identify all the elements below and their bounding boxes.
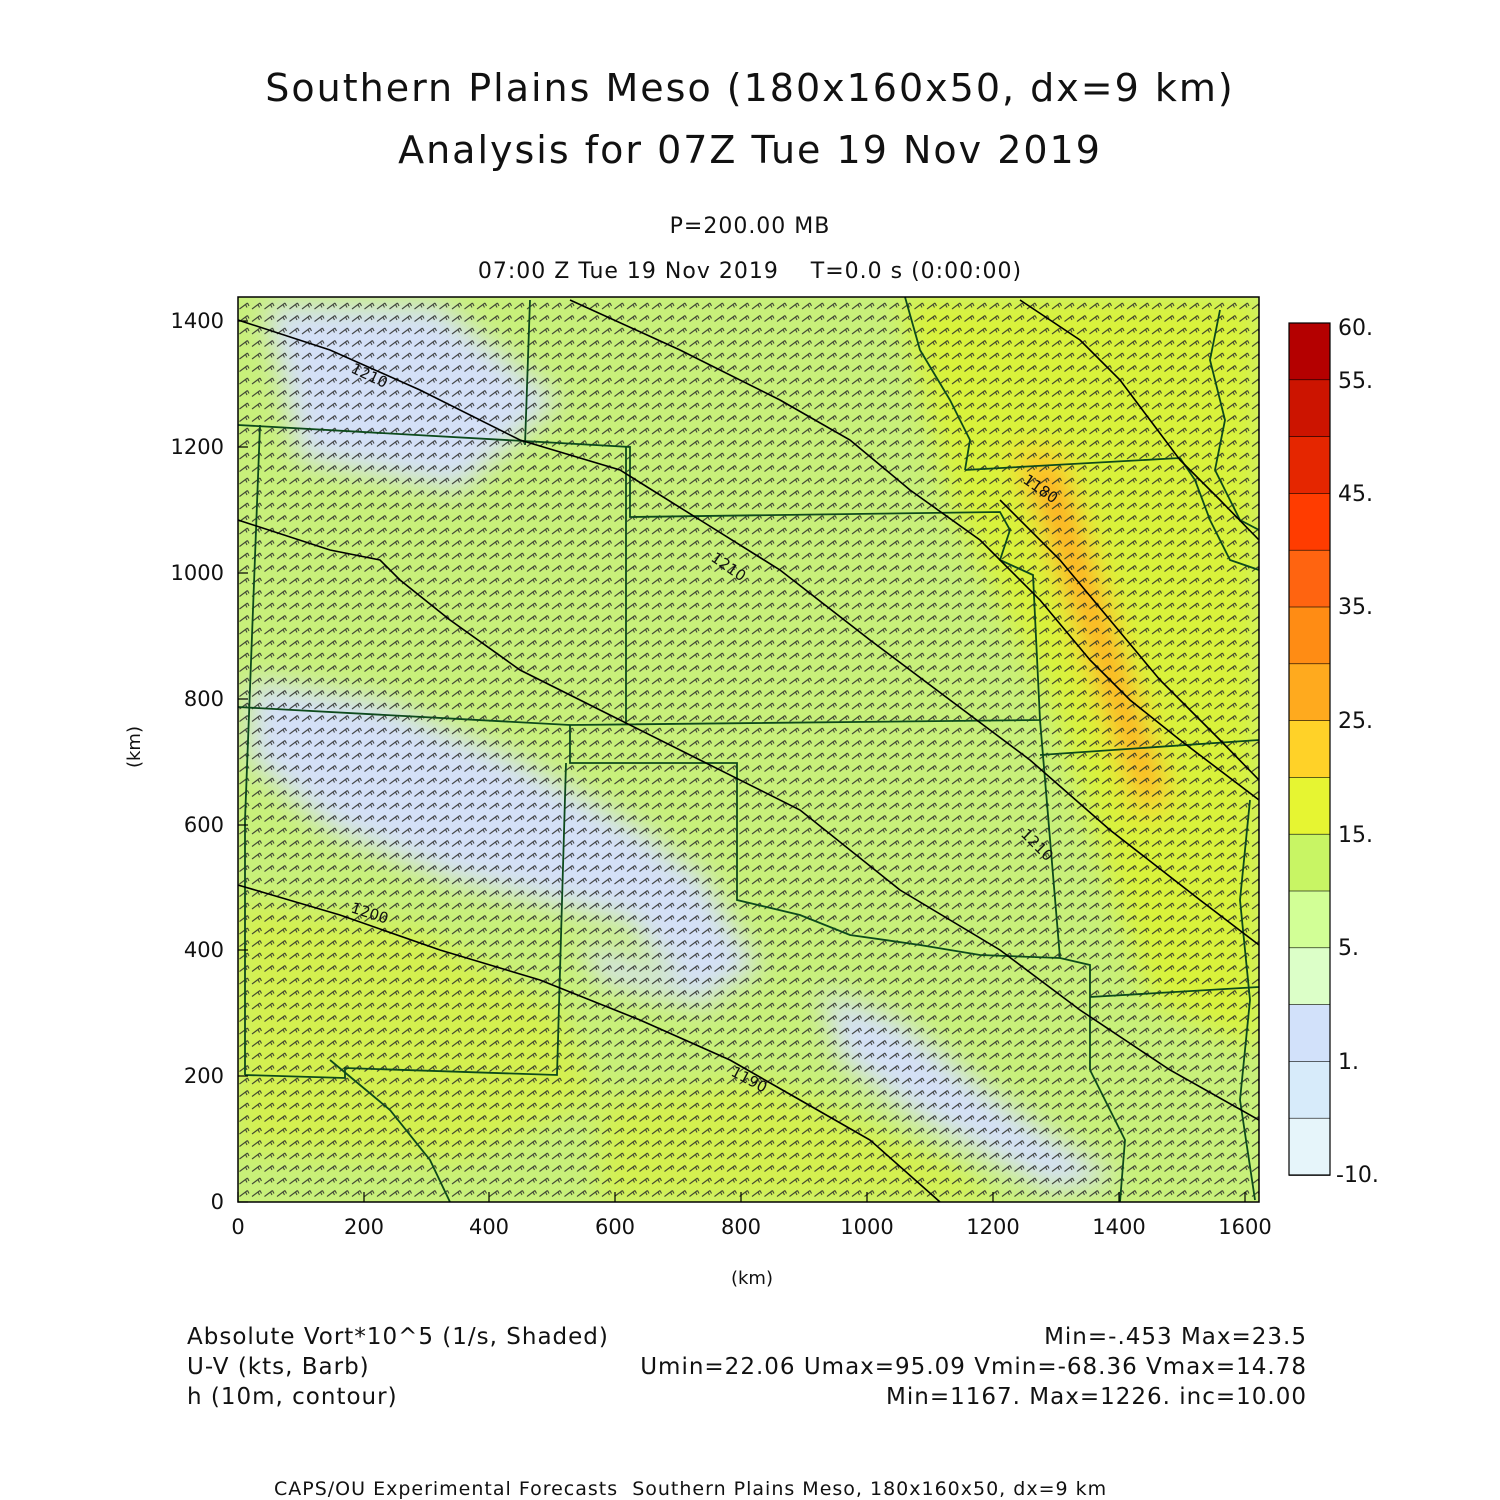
x-tick-label: 400 [469, 1215, 509, 1239]
contour-1190 [238, 884, 941, 1202]
pressure-level: P=200.00 MB [669, 214, 831, 239]
x-tick-label: 1000 [840, 1215, 893, 1239]
y-tick-label: 1400 [171, 309, 224, 333]
colorbar [1288, 322, 1331, 1176]
colorbar-label: 1. [1338, 1050, 1359, 1075]
state-boundaries [238, 297, 1259, 1202]
colorbar-cell [1288, 322, 1331, 381]
colorbar-cell [1288, 436, 1331, 495]
colorbar-cell [1288, 1004, 1331, 1063]
colorbar-label: 45. [1338, 482, 1373, 507]
y-tick-label: 600 [184, 813, 224, 837]
colorbar-cell [1288, 663, 1331, 722]
iowa-missouri-border [964, 457, 1259, 571]
colorbar-cell [1288, 947, 1331, 1006]
colorbar-label: -10. [1336, 1163, 1379, 1188]
missouri-river [904, 297, 971, 471]
contour-1170-a [1019, 299, 1259, 541]
axis-ticks [237, 320, 1246, 1203]
y-tick-label: 1200 [171, 435, 224, 459]
colorbar-label: 60. [1338, 316, 1373, 341]
rio-grande [329, 1059, 451, 1202]
y-tick-labels: 0 200 400 600 800 1000 1200 1400 [171, 309, 224, 1214]
contour-1200 [238, 519, 1259, 1121]
colorbar-label: 5. [1338, 936, 1359, 961]
colorbar-frame [1288, 322, 1331, 1176]
y-tick-label: 0 [211, 1190, 224, 1214]
colorbar-cell [1288, 493, 1331, 551]
x-tick-label: 200 [344, 1215, 384, 1239]
texas-panhandle-border [244, 762, 567, 1079]
colorbar-label: 15. [1338, 823, 1373, 848]
colorbar-cell [1288, 1117, 1331, 1176]
colorbar-label: 55. [1338, 369, 1373, 394]
x-tick-label: 600 [595, 1215, 635, 1239]
field3-stats: Min=1167. Max=1226. inc=10.00 [886, 1384, 1307, 1410]
kansas-border [238, 424, 1041, 726]
plot-frame [237, 296, 1260, 1203]
x-tick-label: 0 [231, 1215, 244, 1239]
y-tick-label: 1000 [171, 561, 224, 585]
y-axis-title: (km) [124, 726, 145, 768]
contour-1170-b [999, 499, 1259, 781]
colorbar-labels: 60. 55. 45. 35. 25. 15. 5. 1. -10. [1336, 316, 1379, 1188]
colorbar-cell [1288, 833, 1331, 892]
y-tick-label: 200 [184, 1064, 224, 1088]
colorbar-cell [1288, 1061, 1331, 1120]
arkansas-louisiana-border [1089, 986, 1259, 998]
colorbar-cell [1288, 777, 1331, 836]
colorbar-cell [1288, 606, 1331, 665]
mississippi-river-south [1239, 799, 1256, 1201]
mississippi-river-north [1209, 309, 1259, 531]
footer-credit: CAPS/OU Experimental Forecasts Southern … [274, 1478, 1108, 1500]
colorado-west-border [244, 424, 261, 1075]
colorbar-label: 35. [1338, 595, 1373, 620]
x-tick-labels: 0 200 400 600 800 1000 1200 1400 1600 [231, 1215, 1271, 1239]
field3-name: h (10m, contour) [187, 1384, 398, 1410]
x-tick-label: 1200 [966, 1215, 1019, 1239]
colorbar-cell [1288, 720, 1331, 779]
texas-louisiana-border [1089, 1069, 1126, 1202]
field1-stats: Min=-.453 Max=23.5 [1044, 1324, 1307, 1350]
x-tick-label: 1600 [1218, 1215, 1271, 1239]
contour-1180 [569, 299, 1259, 801]
title-line-2: Analysis for 07Z Tue 19 Nov 2019 [398, 128, 1102, 172]
oklahoma-border [569, 725, 1091, 1070]
title-line-1: Southern Plains Meso (180x160x50, dx=9 k… [265, 66, 1235, 110]
x-axis-title: (km) [731, 1268, 773, 1289]
height-contours [238, 299, 1259, 1202]
valid-time: 07:00 Z Tue 19 Nov 2019 T=0.0 s (0:00:00… [477, 259, 1023, 284]
field2-name: U-V (kts, Barb) [187, 1354, 370, 1380]
colorbar-label: 25. [1338, 709, 1373, 734]
field1-name: Absolute Vort*10^5 (1/s, Shaded) [187, 1324, 609, 1350]
field2-stats: Umin=22.06 Umax=95.09 Vmin=-68.36 Vmax=1… [640, 1354, 1307, 1380]
wyoming-nebraska-border [524, 299, 531, 446]
oklahoma-arkansas-border [1039, 719, 1061, 959]
x-tick-label: 800 [721, 1215, 761, 1239]
colorbar-cell [1288, 549, 1331, 608]
vorticity-shading [238, 297, 1259, 1202]
y-tick-label: 800 [184, 687, 224, 711]
y-tick-label: 400 [184, 938, 224, 962]
colorbar-cell [1288, 379, 1331, 438]
contour-1210 [238, 319, 1259, 946]
colorbar-cell [1288, 890, 1331, 949]
x-tick-label: 1400 [1092, 1215, 1145, 1239]
